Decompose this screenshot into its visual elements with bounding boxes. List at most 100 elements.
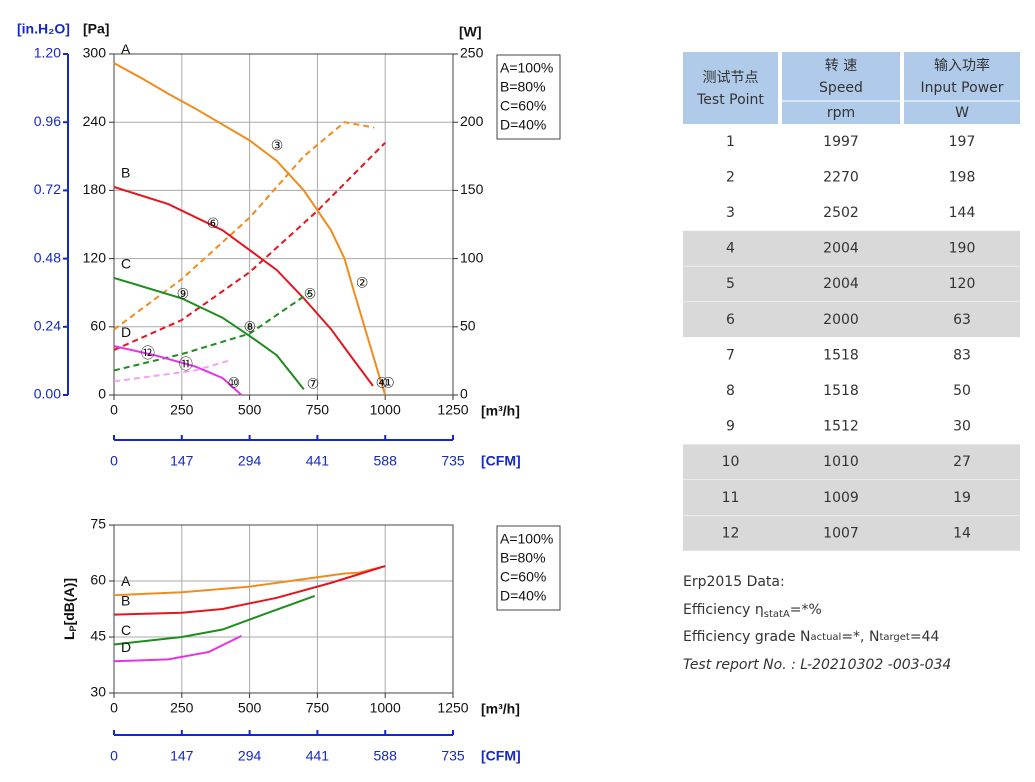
x2-tick-label: 294 (238, 453, 262, 469)
test-point-marker: ⑤ (304, 286, 317, 302)
table-cell: 11 (722, 490, 740, 506)
test-point-marker: ⑦ (307, 375, 320, 391)
row-shade (683, 515, 1020, 552)
y2-tick-label: 250 (460, 45, 484, 61)
x-tick-label: 1000 (370, 402, 401, 418)
table-cell: 14 (953, 525, 971, 541)
table-cell: 7 (726, 347, 735, 363)
header-en: Test Point (696, 92, 764, 108)
legend-entry: C=60% (500, 98, 546, 114)
legend-entry: B=80% (500, 550, 546, 566)
curve (113, 565, 386, 597)
x2-tick-label: 588 (374, 748, 398, 764)
y3-tick-label: 0.48 (34, 249, 61, 265)
table-cell: 1 (726, 134, 735, 150)
grade-mid: =*, N (841, 629, 879, 645)
table-cell: 2502 (823, 205, 859, 221)
y2-tick-label: 200 (460, 113, 484, 129)
test-point-marker: ⑫ (141, 345, 155, 361)
legend-box (496, 525, 561, 611)
x2-tick-label: 588 (374, 453, 398, 469)
legend-entry: A=100% (500, 531, 553, 547)
test-point-marker: ⑧ (244, 319, 257, 335)
x-tick-label: 250 (170, 700, 194, 716)
y3-tick-label: 0.96 (34, 113, 61, 129)
test-point-marker: ④ (376, 374, 389, 390)
table-cell: 197 (949, 134, 976, 150)
row-shade (683, 480, 1020, 516)
test-report: Test report No. : L-20210302 -003-034 (683, 657, 951, 673)
y-label-main: L (61, 631, 77, 640)
x2-axis-label: [CFM] (481, 453, 521, 469)
y3-tick-label: 0.00 (34, 386, 61, 402)
y-tick-label: 120 (83, 249, 107, 265)
power-curve (113, 121, 375, 331)
curve-label: A (121, 573, 131, 589)
x2-tick-label: 735 (441, 748, 465, 764)
table-cell: 1009 (823, 490, 859, 506)
legend-entry: C=60% (500, 569, 546, 585)
y3-axis-label: [in.H₂O] (17, 21, 70, 37)
test-point-marker: ⑨ (177, 286, 190, 302)
efficiency: Efficiency ηstatA=*% (683, 602, 822, 620)
y-label-rest: [dB(A)] (61, 578, 77, 625)
x2-tick-label: 0 (110, 748, 118, 764)
table-cell: 3 (726, 205, 735, 221)
y-tick-label: 300 (83, 45, 107, 61)
x2-axis-label: [CFM] (481, 748, 521, 764)
table-cell: 83 (953, 347, 971, 363)
x2-tick-label: 441 (306, 453, 330, 469)
row-shade (683, 444, 1020, 480)
header-cn: 测试节点 (703, 70, 759, 86)
curve-label: C (121, 256, 131, 272)
curve-label: C (121, 622, 131, 638)
table-cell: 190 (949, 241, 976, 257)
table-cell: 2004 (823, 276, 859, 292)
test-point-marker: ① (382, 374, 395, 390)
test-point-marker: ⑥ (207, 215, 220, 231)
curve-label: B (121, 592, 130, 608)
efficiency-value: =*% (790, 602, 822, 618)
table-cell: 27 (953, 454, 971, 470)
power-curve (113, 291, 310, 372)
power-curve (113, 359, 229, 383)
table-cell: 1512 (823, 419, 859, 435)
x-tick-label: 0 (110, 402, 118, 418)
table-cell: 10 (722, 454, 740, 470)
x-tick-label: 250 (170, 402, 194, 418)
x2-tick-label: 147 (170, 748, 194, 764)
x2-tick-label: 441 (306, 748, 330, 764)
legend-entry: D=40% (500, 117, 546, 133)
table-cell: 2270 (823, 169, 859, 185)
table-cell: 1997 (823, 134, 859, 150)
table-cell: 198 (949, 169, 976, 185)
y3-tick-label: 0.72 (34, 181, 61, 197)
table-cell: 63 (953, 312, 971, 328)
table-cell: 1518 (823, 383, 859, 399)
legend-entry: D=40% (500, 588, 546, 604)
x-tick-label: 1000 (370, 700, 401, 716)
x-tick-label: 750 (306, 402, 330, 418)
y-tick-label: 60 (90, 572, 106, 588)
curve (113, 345, 243, 396)
curve-label: B (121, 165, 130, 181)
x-axis-label: [m³/h] (481, 403, 520, 419)
y-tick-label: 240 (83, 113, 107, 129)
table-cell: 1007 (823, 525, 859, 541)
table-cell: 2 (726, 169, 735, 185)
curve (113, 276, 305, 390)
curve (113, 186, 374, 387)
x-tick-label: 1250 (437, 700, 468, 716)
x-tick-label: 1250 (437, 402, 468, 418)
header-en: Input Power (920, 80, 1003, 96)
y-tick-label: 180 (83, 181, 107, 197)
table-cell: 50 (953, 383, 971, 399)
header-unit: W (955, 105, 969, 121)
table-cell: 5 (726, 276, 735, 292)
test-point-marker: ② (356, 274, 369, 290)
table-cell: 120 (949, 276, 976, 292)
header-cn: 输入功率 (934, 57, 990, 74)
curve (113, 594, 316, 646)
plot-frame (113, 524, 454, 694)
table-header-bg (683, 52, 1020, 124)
